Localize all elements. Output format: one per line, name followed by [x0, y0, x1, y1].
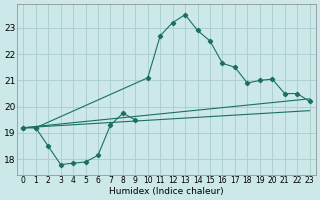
- X-axis label: Humidex (Indice chaleur): Humidex (Indice chaleur): [109, 187, 224, 196]
